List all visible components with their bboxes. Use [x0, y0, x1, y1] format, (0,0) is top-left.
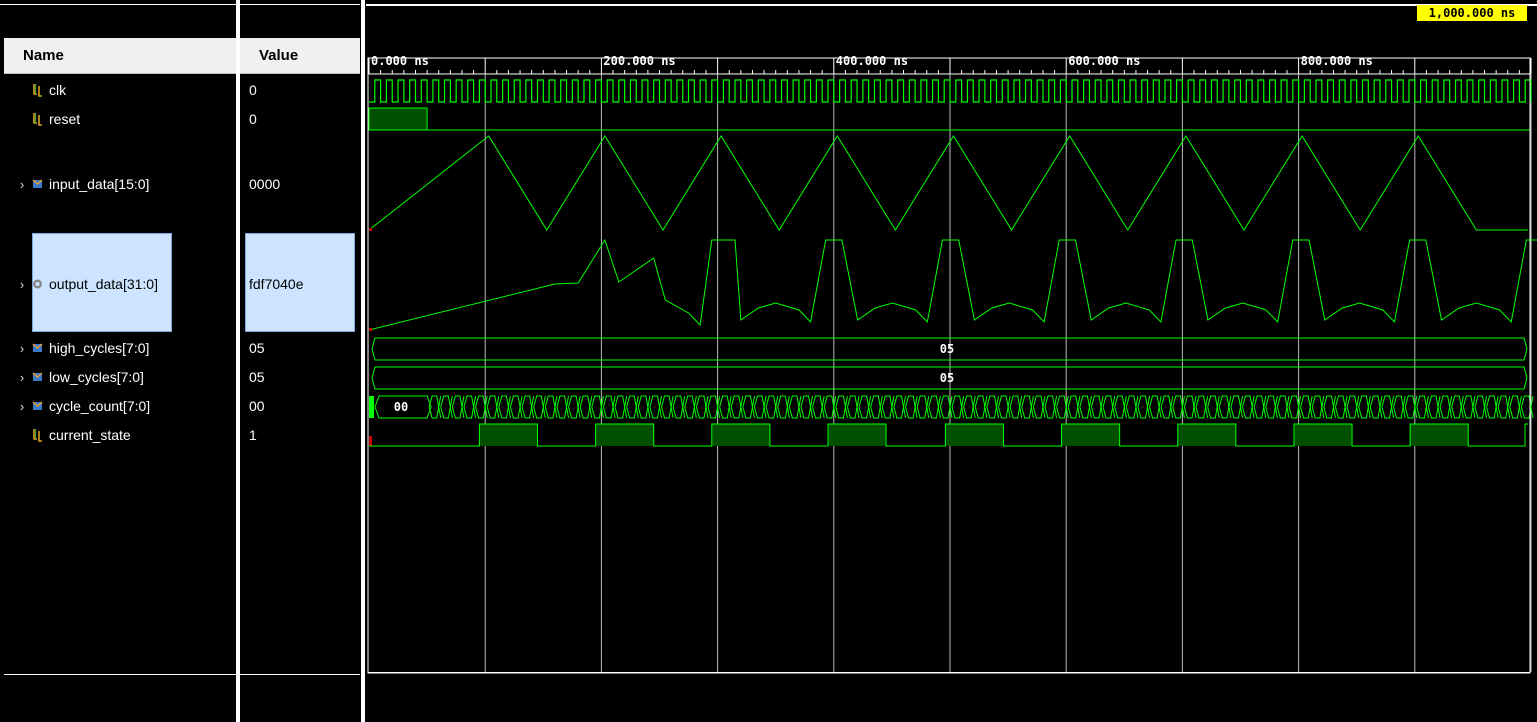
ruler-tick-label: 800.000 ns [1301, 54, 1373, 68]
current-state-high-pulse [1410, 424, 1469, 446]
current-state-marker [369, 436, 372, 446]
signal-name: output_data[31:0] [49, 276, 158, 292]
current-state-high-pulse [1177, 424, 1236, 446]
signal-traces [368, 79, 1537, 447]
clk-trace [369, 79, 1532, 103]
ruler-tick-label: 600.000 ns [1068, 54, 1140, 68]
input-data-marker [369, 228, 372, 231]
signal-row-output-data[interactable]: › output_data[31:0] [16, 272, 158, 296]
value-low-cycles: 05 [249, 369, 265, 385]
analog-bus-icon [33, 279, 42, 289]
expand-chevron-icon[interactable]: › [19, 276, 25, 292]
signal-name: input_data[15:0] [49, 176, 150, 192]
bit-signal-icon [33, 429, 42, 442]
signal-name: current_state [49, 427, 131, 443]
expand-chevron-icon[interactable]: › [19, 176, 25, 192]
signal-name: reset [49, 111, 81, 127]
signal-name: low_cycles[7:0] [49, 369, 144, 385]
expand-chevron-icon[interactable]: › [19, 369, 25, 385]
signal-row-current-state[interactable]: current_state [16, 423, 131, 447]
output-data-trace [368, 238, 1537, 331]
current-state-high-pulse [827, 424, 887, 446]
selected-value-highlight [245, 233, 355, 332]
expand-chevron-icon[interactable]: › [19, 398, 25, 414]
signal-row-clk[interactable]: clk [16, 78, 66, 102]
bit-signal-icon [33, 113, 42, 126]
cursor-time-label[interactable]: 1,000.000 ns [1417, 5, 1527, 21]
selected-name-highlight [32, 233, 172, 332]
signal-row-low-cycles[interactable]: › low_cycles[7:0] [16, 365, 144, 389]
current-state-high-pulse [1293, 424, 1353, 446]
top-line [0, 4, 360, 5]
value-output-data: fdf7040e [249, 276, 304, 292]
value-header-label: Value [259, 47, 299, 64]
expand-chevron-icon[interactable]: › [19, 340, 25, 356]
cycle-count-trace [428, 395, 1534, 419]
name-header[interactable]: Name [4, 38, 236, 74]
value-reset: 0 [249, 111, 257, 127]
output-data-marker [369, 328, 372, 331]
high-cycles-value-label: 05 [940, 342, 954, 356]
time-grid [484, 74, 1532, 672]
value-bottom-line [240, 674, 360, 675]
current-state-high-pulse [945, 424, 1004, 446]
signal-name: cycle_count[7:0] [49, 398, 151, 414]
low-cycles-value-label: 05 [940, 371, 954, 385]
value-header[interactable]: Value [240, 38, 360, 74]
ruler-tick-label: 200.000 ns [603, 54, 675, 68]
high-cycles-trace [371, 337, 1528, 361]
reset-high-pulse [368, 107, 428, 131]
value-clk: 0 [249, 82, 257, 98]
ruler-tick-label: 400.000 ns [836, 54, 908, 68]
value-input-data: 0000 [249, 176, 281, 192]
signal-row-cycle-count[interactable]: › cycle_count[7:0] [16, 394, 150, 418]
signal-row-input-data[interactable]: › input_data[15:0] [16, 172, 150, 196]
current-state-high-pulse [1061, 424, 1120, 446]
value-cycle-count: 00 [249, 398, 265, 414]
signal-row-high-cycles[interactable]: › high_cycles[7:0] [16, 336, 150, 360]
low-cycles-trace [371, 366, 1528, 390]
bus-signal-icon [32, 179, 43, 188]
bit-signal-icon [33, 84, 42, 97]
current-state-high-pulse [595, 424, 654, 446]
ruler-tick-label: 0.000 ns [371, 54, 429, 68]
bus-signal-icon [32, 401, 43, 410]
name-value-divider[interactable] [236, 0, 240, 722]
name-bottom-line [4, 674, 236, 675]
value-high-cycles: 05 [249, 340, 265, 356]
bus-signal-icon [32, 372, 43, 381]
input-data-trace [368, 135, 1528, 231]
cycle-count-first-segment [374, 395, 432, 419]
signal-row-reset[interactable]: reset [16, 107, 80, 131]
cycle-count-value-label: 00 [394, 400, 408, 414]
value-column [240, 0, 360, 722]
bus-signal-icon [32, 343, 43, 352]
signal-name: clk [49, 82, 67, 98]
name-header-label: Name [23, 47, 64, 64]
current-state-trace [369, 423, 1528, 447]
cycle-count-start-marker [369, 396, 374, 418]
value-current-state: 1 [249, 427, 257, 443]
signal-name: high_cycles[7:0] [49, 340, 150, 356]
current-state-high-pulse [479, 424, 538, 446]
value-wave-divider[interactable] [361, 0, 365, 722]
current-state-high-pulse [711, 424, 770, 446]
